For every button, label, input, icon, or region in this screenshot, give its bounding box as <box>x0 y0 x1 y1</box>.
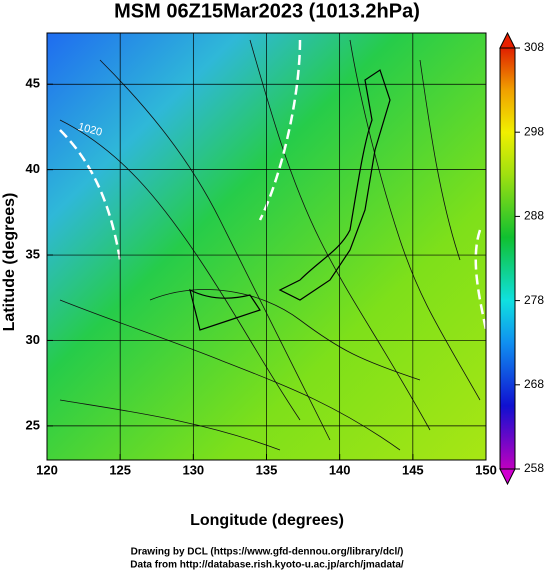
footer-text: Data from http://database.rish.kyoto-u.a… <box>130 560 404 571</box>
colorbar <box>499 47 516 470</box>
colorbar-tick-label: 258 <box>524 461 544 475</box>
y-tick-label: 40 <box>26 161 40 176</box>
colorbar-min-arrow <box>499 468 516 486</box>
footer-text: Drawing by DCL (https://www.gfd-dennou.o… <box>131 547 404 558</box>
x-tick-label: 135 <box>256 462 278 477</box>
streamlines <box>59 39 481 451</box>
colorbar-tick-label: 308 <box>524 40 544 54</box>
x-tick-label: 140 <box>329 462 351 477</box>
y-axis-label: Latitude (degrees) <box>1 193 18 332</box>
colorbar-tick-label: 298 <box>524 124 544 138</box>
colorbar-tick-label: 288 <box>524 209 544 223</box>
y-tick-label: 25 <box>26 417 40 432</box>
coastline <box>278 69 391 301</box>
colorbar-max-arrow <box>499 31 516 49</box>
x-axis-label: Longitude (degrees) <box>190 512 344 529</box>
plot-frame <box>46 32 487 461</box>
x-tick-label: 145 <box>402 462 424 477</box>
colorbar-tick-label: 278 <box>524 293 544 307</box>
x-tick-label: 120 <box>36 462 58 477</box>
y-tick-label: 35 <box>26 246 40 261</box>
coastline <box>189 288 261 331</box>
chart-title: MSM 06Z15Mar2023 (1013.2hPa) <box>114 0 420 22</box>
y-tick-label: 30 <box>26 332 40 347</box>
y-tick-label: 45 <box>26 76 40 91</box>
colorbar-tick-label: 268 <box>524 377 544 391</box>
isobar <box>59 39 488 331</box>
x-tick-label: 130 <box>182 462 204 477</box>
x-tick-label: 150 <box>475 462 497 477</box>
x-tick-label: 125 <box>109 462 131 477</box>
